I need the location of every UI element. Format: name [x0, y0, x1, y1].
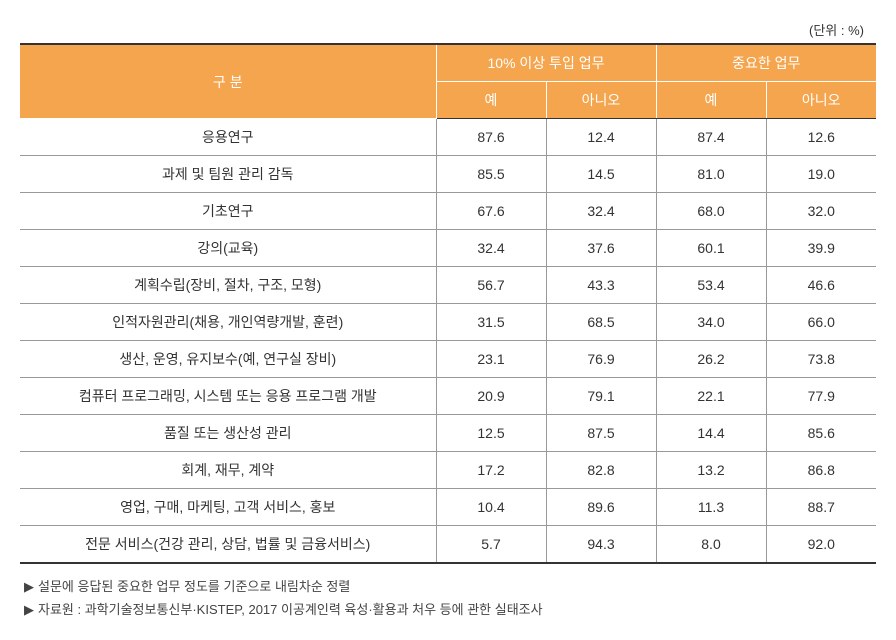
- cell-value: 17.2: [436, 452, 546, 489]
- cell-value: 46.6: [766, 267, 876, 304]
- cell-value: 11.3: [656, 489, 766, 526]
- table-row: 컴퓨터 프로그래밍, 시스템 또는 응용 프로그램 개발20.979.122.1…: [20, 378, 876, 415]
- table-row: 인적자원관리(채용, 개인역량개발, 훈련)31.568.534.066.0: [20, 304, 876, 341]
- cell-value: 87.4: [656, 119, 766, 156]
- cell-value: 76.9: [546, 341, 656, 378]
- row-label: 생산, 운영, 유지보수(예, 연구실 장비): [20, 341, 436, 378]
- cell-value: 22.1: [656, 378, 766, 415]
- cell-value: 12.6: [766, 119, 876, 156]
- footnote-line: ▶ 자료원 : 과학기술정보통신부·KISTEP, 2017 이공계인력 육성·활…: [20, 597, 876, 620]
- cell-value: 53.4: [656, 267, 766, 304]
- cell-value: 68.0: [656, 193, 766, 230]
- cell-value: 34.0: [656, 304, 766, 341]
- row-label: 강의(교육): [20, 230, 436, 267]
- cell-value: 60.1: [656, 230, 766, 267]
- row-label: 영업, 구매, 마케팅, 고객 서비스, 홍보: [20, 489, 436, 526]
- cell-value: 66.0: [766, 304, 876, 341]
- table-row: 강의(교육)32.437.660.139.9: [20, 230, 876, 267]
- cell-value: 79.1: [546, 378, 656, 415]
- cell-value: 92.0: [766, 526, 876, 564]
- cell-value: 32.4: [546, 193, 656, 230]
- cell-value: 43.3: [546, 267, 656, 304]
- row-label: 인적자원관리(채용, 개인역량개발, 훈련): [20, 304, 436, 341]
- cell-value: 85.6: [766, 415, 876, 452]
- header-no-1: 아니오: [546, 82, 656, 119]
- cell-value: 37.6: [546, 230, 656, 267]
- cell-value: 32.0: [766, 193, 876, 230]
- footnote-marker-icon: ▶: [24, 602, 34, 618]
- cell-value: 20.9: [436, 378, 546, 415]
- unit-label: (단위 : %): [20, 20, 876, 39]
- cell-value: 77.9: [766, 378, 876, 415]
- table-row: 전문 서비스(건강 관리, 상담, 법률 및 금융서비스)5.794.38.09…: [20, 526, 876, 564]
- header-category: 구 분: [20, 44, 436, 119]
- table-row: 품질 또는 생산성 관리12.587.514.485.6: [20, 415, 876, 452]
- cell-value: 81.0: [656, 156, 766, 193]
- row-label: 응용연구: [20, 119, 436, 156]
- cell-value: 85.5: [436, 156, 546, 193]
- cell-value: 23.1: [436, 341, 546, 378]
- cell-value: 68.5: [546, 304, 656, 341]
- header-yes-2: 예: [656, 82, 766, 119]
- row-label: 계획수립(장비, 절차, 구조, 모형): [20, 267, 436, 304]
- footnote-line: ▶ 설문에 응답된 중요한 업무 정도를 기준으로 내림차순 정렬: [20, 574, 876, 597]
- cell-value: 13.2: [656, 452, 766, 489]
- row-label: 품질 또는 생산성 관리: [20, 415, 436, 452]
- cell-value: 88.7: [766, 489, 876, 526]
- cell-value: 12.4: [546, 119, 656, 156]
- table-row: 생산, 운영, 유지보수(예, 연구실 장비)23.176.926.273.8: [20, 341, 876, 378]
- header-no-2: 아니오: [766, 82, 876, 119]
- cell-value: 5.7: [436, 526, 546, 564]
- cell-value: 12.5: [436, 415, 546, 452]
- cell-value: 82.8: [546, 452, 656, 489]
- row-label: 과제 및 팀원 관리 감독: [20, 156, 436, 193]
- table-body: 응용연구87.612.487.412.6과제 및 팀원 관리 감독85.514.…: [20, 119, 876, 564]
- table-row: 회계, 재무, 계약17.282.813.286.8: [20, 452, 876, 489]
- table-row: 영업, 구매, 마케팅, 고객 서비스, 홍보10.489.611.388.7: [20, 489, 876, 526]
- cell-value: 14.4: [656, 415, 766, 452]
- cell-value: 73.8: [766, 341, 876, 378]
- cell-value: 87.5: [546, 415, 656, 452]
- footnote-marker-icon: ▶: [24, 579, 34, 595]
- table-row: 계획수립(장비, 절차, 구조, 모형)56.743.353.446.6: [20, 267, 876, 304]
- cell-value: 67.6: [436, 193, 546, 230]
- cell-value: 56.7: [436, 267, 546, 304]
- cell-value: 87.6: [436, 119, 546, 156]
- row-label: 회계, 재무, 계약: [20, 452, 436, 489]
- cell-value: 14.5: [546, 156, 656, 193]
- cell-value: 32.4: [436, 230, 546, 267]
- footnotes: ▶ 설문에 응답된 중요한 업무 정도를 기준으로 내림차순 정렬 ▶ 자료원 : 과…: [20, 574, 876, 620]
- row-label: 기초연구: [20, 193, 436, 230]
- header-group1: 10% 이상 투입 업무: [436, 44, 656, 82]
- table-row: 기초연구67.632.468.032.0: [20, 193, 876, 230]
- header-yes-1: 예: [436, 82, 546, 119]
- cell-value: 19.0: [766, 156, 876, 193]
- row-label: 전문 서비스(건강 관리, 상담, 법률 및 금융서비스): [20, 526, 436, 564]
- footnote-text: 자료원 : 과학기술정보통신부·KISTEP, 2017 이공계인력 육성·활용…: [38, 602, 543, 617]
- row-label: 컴퓨터 프로그래밍, 시스템 또는 응용 프로그램 개발: [20, 378, 436, 415]
- header-group2: 중요한 업무: [656, 44, 876, 82]
- cell-value: 39.9: [766, 230, 876, 267]
- cell-value: 10.4: [436, 489, 546, 526]
- cell-value: 8.0: [656, 526, 766, 564]
- cell-value: 31.5: [436, 304, 546, 341]
- table-row: 과제 및 팀원 관리 감독85.514.581.019.0: [20, 156, 876, 193]
- footnote-text: 설문에 응답된 중요한 업무 정도를 기준으로 내림차순 정렬: [38, 579, 350, 594]
- cell-value: 94.3: [546, 526, 656, 564]
- table-row: 응용연구87.612.487.412.6: [20, 119, 876, 156]
- cell-value: 26.2: [656, 341, 766, 378]
- cell-value: 86.8: [766, 452, 876, 489]
- data-table: 구 분 10% 이상 투입 업무 중요한 업무 예 아니오 예 아니오 응용연구…: [20, 43, 876, 564]
- cell-value: 89.6: [546, 489, 656, 526]
